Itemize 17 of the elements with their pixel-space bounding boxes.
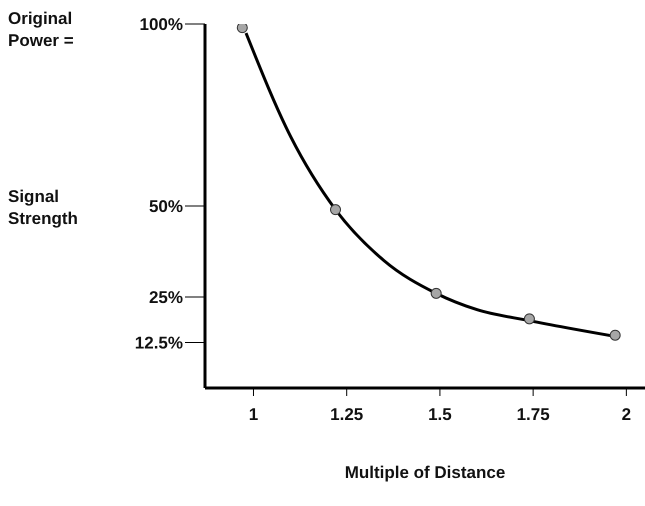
x-tick-label: 1.5 <box>428 405 452 424</box>
point <box>524 313 535 324</box>
y-axis-title: Signal Strength <box>8 186 79 230</box>
text: Original Power = <box>8 8 75 52</box>
point <box>236 24 248 34</box>
x-tick-label: 1.25 <box>330 405 364 424</box>
point <box>330 204 342 216</box>
x-tick-label: 1.75 <box>516 405 550 424</box>
y-tick-label: 25% <box>148 288 183 308</box>
y-tick-label: 50% <box>148 197 183 216</box>
x-tick-label: 1 <box>248 405 258 424</box>
x-tick-label: 2 <box>622 405 632 424</box>
point <box>610 330 621 341</box>
y-tick-label: 100% <box>140 15 183 34</box>
x-axis-title: Multiple of Distance <box>344 463 506 483</box>
point <box>430 288 442 299</box>
y-tick-label: 12.5% <box>134 334 183 353</box>
